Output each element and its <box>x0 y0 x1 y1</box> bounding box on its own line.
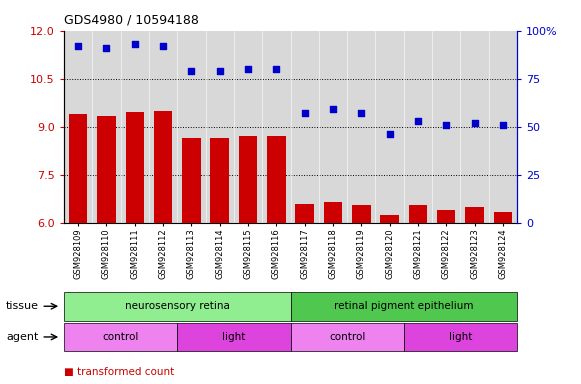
Point <box>215 68 224 74</box>
Bar <box>352 205 371 223</box>
Point <box>385 131 394 137</box>
Bar <box>494 212 512 223</box>
Bar <box>177 323 290 351</box>
Point <box>442 122 451 128</box>
Bar <box>64 323 177 351</box>
Bar <box>296 204 314 223</box>
Bar <box>210 138 229 223</box>
Text: agent: agent <box>6 332 38 342</box>
Bar <box>381 215 399 223</box>
Point <box>498 122 508 128</box>
Text: retinal pigment epithelium: retinal pigment epithelium <box>334 301 474 311</box>
Bar <box>154 111 172 223</box>
Text: control: control <box>102 332 139 342</box>
Bar <box>409 205 427 223</box>
Text: tissue: tissue <box>5 301 38 311</box>
Point <box>187 68 196 74</box>
Text: GDS4980 / 10594188: GDS4980 / 10594188 <box>64 14 199 27</box>
Bar <box>125 113 144 223</box>
Bar <box>64 292 290 321</box>
Bar <box>437 210 456 223</box>
Point <box>413 118 422 124</box>
Bar <box>69 114 87 223</box>
Point <box>357 110 366 116</box>
Point <box>102 45 111 51</box>
Point <box>130 41 139 47</box>
Bar <box>182 138 200 223</box>
Point <box>470 120 479 126</box>
Bar <box>465 207 484 223</box>
Point <box>73 43 83 49</box>
Text: light: light <box>222 332 246 342</box>
Text: light: light <box>449 332 472 342</box>
Bar <box>267 136 285 223</box>
Text: control: control <box>329 332 365 342</box>
Text: neurosensory retina: neurosensory retina <box>125 301 229 311</box>
Bar <box>290 323 404 351</box>
Bar <box>239 136 257 223</box>
Point <box>328 106 338 113</box>
Point <box>300 110 309 116</box>
Bar <box>290 292 517 321</box>
Text: ■ transformed count: ■ transformed count <box>64 367 174 377</box>
Point <box>159 43 168 49</box>
Bar <box>404 323 517 351</box>
Point <box>272 66 281 72</box>
Bar <box>97 116 116 223</box>
Bar <box>324 202 342 223</box>
Point <box>243 66 253 72</box>
